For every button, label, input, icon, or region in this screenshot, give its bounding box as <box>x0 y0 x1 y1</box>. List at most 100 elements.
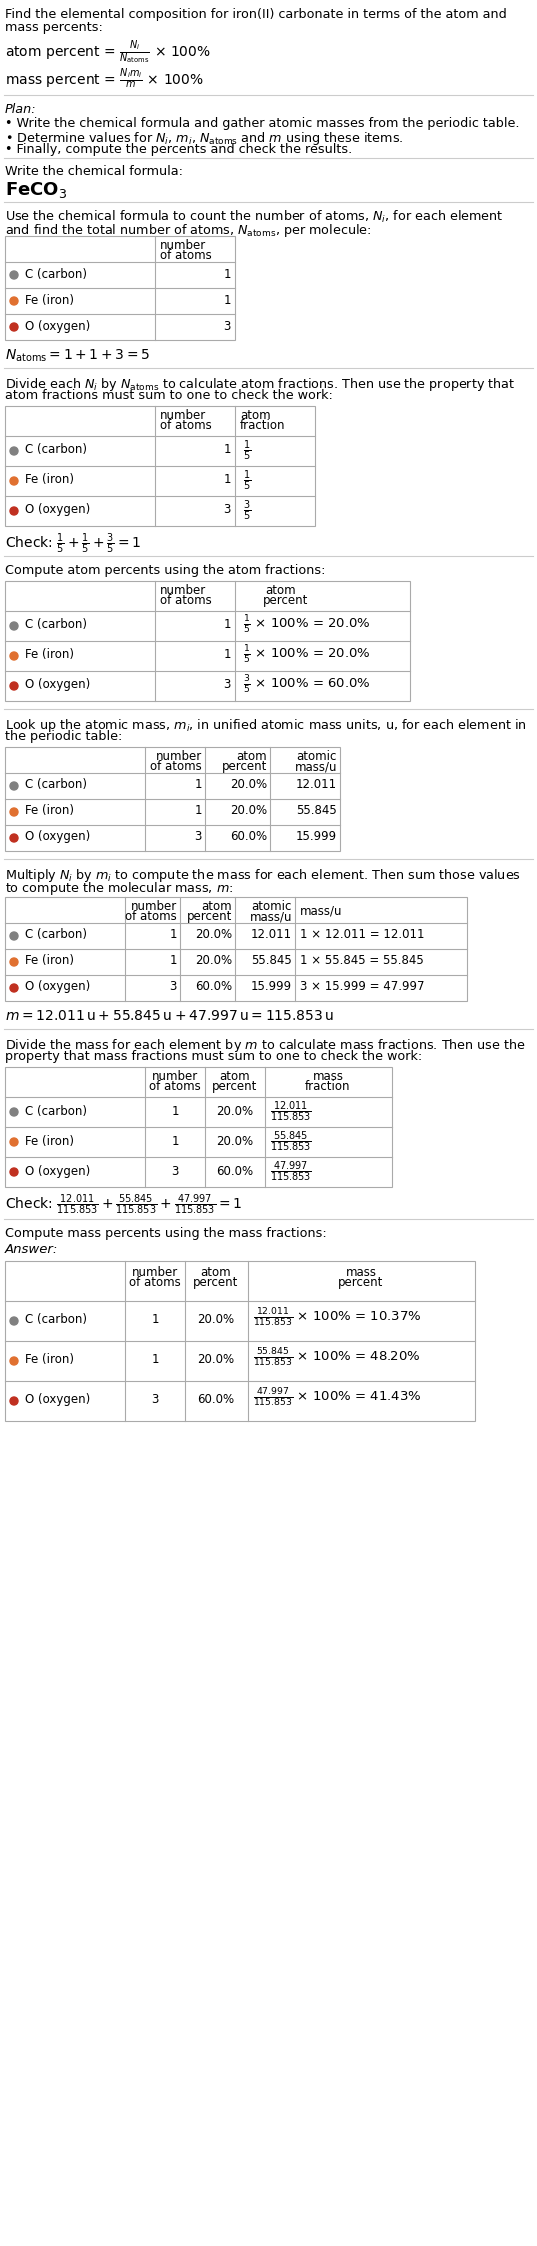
Text: $\frac{12.011}{115.853}$ × 100% = 10.37%: $\frac{12.011}{115.853}$ × 100% = 10.37% <box>253 1307 422 1330</box>
Circle shape <box>10 476 18 485</box>
Text: Divide each $N_i$ by $N_{\mathrm{atoms}}$ to calculate atom fractions. Then use : Divide each $N_i$ by $N_{\mathrm{atoms}}… <box>5 375 516 393</box>
Circle shape <box>10 272 18 279</box>
Text: Plan:: Plan: <box>5 103 37 117</box>
Text: 12.011: 12.011 <box>251 928 292 941</box>
Text: of atoms: of atoms <box>149 1080 201 1094</box>
Text: C (carbon): C (carbon) <box>25 442 87 456</box>
Text: O (oxygen): O (oxygen) <box>25 1393 90 1406</box>
Circle shape <box>10 323 18 330</box>
Text: number: number <box>160 409 206 422</box>
Text: 1: 1 <box>171 1134 179 1148</box>
Text: 1 × 12.011 = 12.011: 1 × 12.011 = 12.011 <box>300 928 425 941</box>
Circle shape <box>10 1139 18 1145</box>
Text: 60.0%: 60.0% <box>198 1393 235 1406</box>
Text: number: number <box>156 750 202 764</box>
Text: mass: mass <box>313 1069 344 1083</box>
Text: number: number <box>132 1267 178 1278</box>
Text: 1: 1 <box>223 618 231 631</box>
Text: 1: 1 <box>151 1352 159 1366</box>
Text: 20.0%: 20.0% <box>230 804 267 818</box>
Text: $\frac{47.997}{115.853}$ × 100% = 41.43%: $\frac{47.997}{115.853}$ × 100% = 41.43% <box>253 1388 422 1408</box>
Text: O (oxygen): O (oxygen) <box>25 1166 90 1177</box>
Text: 1: 1 <box>170 928 177 941</box>
Circle shape <box>10 1357 18 1366</box>
Circle shape <box>10 651 18 660</box>
Text: Answer:: Answer: <box>5 1242 59 1256</box>
Text: percent: percent <box>338 1276 384 1289</box>
Text: 3: 3 <box>171 1166 179 1177</box>
Circle shape <box>10 508 18 514</box>
Text: atomic: atomic <box>296 750 337 764</box>
Text: 3: 3 <box>194 831 202 842</box>
Text: to compute the molecular mass, $m$:: to compute the molecular mass, $m$: <box>5 880 234 896</box>
Text: 1: 1 <box>151 1314 159 1325</box>
Text: Compute mass percents using the mass fractions:: Compute mass percents using the mass fra… <box>5 1226 326 1240</box>
Text: 3 × 15.999 = 47.997: 3 × 15.999 = 47.997 <box>300 979 425 993</box>
Text: of atoms: of atoms <box>160 249 212 263</box>
Circle shape <box>10 622 18 629</box>
Text: C (carbon): C (carbon) <box>25 928 87 941</box>
Text: Fe (iron): Fe (iron) <box>25 649 74 660</box>
Text: $\frac{1}{5}$: $\frac{1}{5}$ <box>243 438 251 463</box>
Text: O (oxygen): O (oxygen) <box>25 678 90 692</box>
Text: 15.999: 15.999 <box>296 831 337 842</box>
Text: 20.0%: 20.0% <box>216 1134 253 1148</box>
Text: 3: 3 <box>223 678 231 692</box>
Text: 20.0%: 20.0% <box>198 1352 235 1366</box>
Text: • Finally, compute the percents and check the results.: • Finally, compute the percents and chec… <box>5 144 352 155</box>
Text: 1: 1 <box>223 474 231 485</box>
Text: number: number <box>160 238 206 252</box>
Text: atom: atom <box>236 750 267 764</box>
Text: fraction: fraction <box>305 1080 351 1094</box>
Text: Fe (iron): Fe (iron) <box>25 955 74 968</box>
Text: of atoms: of atoms <box>160 420 212 431</box>
Text: of atoms: of atoms <box>160 593 212 606</box>
Circle shape <box>10 959 18 966</box>
Text: 1: 1 <box>194 777 202 791</box>
Bar <box>5 407 315 526</box>
Text: O (oxygen): O (oxygen) <box>25 831 90 842</box>
Text: Write the chemical formula:: Write the chemical formula: <box>5 164 183 177</box>
Text: • Write the chemical formula and gather atomic masses from the periodic table.: • Write the chemical formula and gather … <box>5 117 519 130</box>
Text: 60.0%: 60.0% <box>195 979 232 993</box>
Text: mass/u: mass/u <box>250 910 292 923</box>
Circle shape <box>10 833 18 842</box>
Text: percent: percent <box>193 1276 238 1289</box>
Text: percent: percent <box>263 593 308 606</box>
Text: $\frac{55.845}{115.853}$: $\frac{55.845}{115.853}$ <box>270 1130 312 1154</box>
Circle shape <box>10 1168 18 1177</box>
Text: number: number <box>160 584 206 597</box>
Text: and find the total number of atoms, $N_{\mathrm{atoms}}$, per molecule:: and find the total number of atoms, $N_{… <box>5 222 372 238</box>
Text: atom: atom <box>265 584 296 597</box>
Text: 55.845: 55.845 <box>296 804 337 818</box>
Text: FeCO$_3$: FeCO$_3$ <box>5 180 67 200</box>
Text: Fe (iron): Fe (iron) <box>25 1352 74 1366</box>
Text: mass percent = $\frac{N_i m_i}{m}$ × 100%: mass percent = $\frac{N_i m_i}{m}$ × 100… <box>5 65 204 90</box>
Text: C (carbon): C (carbon) <box>25 1314 87 1325</box>
Text: of atoms: of atoms <box>125 910 177 923</box>
Text: fraction: fraction <box>240 420 286 431</box>
Text: atom: atom <box>201 1267 231 1278</box>
Circle shape <box>10 1107 18 1116</box>
Text: 60.0%: 60.0% <box>230 831 267 842</box>
Text: 20.0%: 20.0% <box>198 1314 235 1325</box>
Text: 55.845: 55.845 <box>251 955 292 968</box>
Circle shape <box>10 1316 18 1325</box>
Bar <box>5 896 467 1002</box>
Text: Check: $\frac{12.011}{115.853} + \frac{55.845}{115.853} + \frac{47.997}{115.853}: Check: $\frac{12.011}{115.853} + \frac{5… <box>5 1193 242 1217</box>
Text: percent: percent <box>212 1080 258 1094</box>
Bar <box>5 1067 392 1186</box>
Text: of atoms: of atoms <box>150 759 202 773</box>
Text: 60.0%: 60.0% <box>216 1166 253 1177</box>
Text: 1: 1 <box>194 804 202 818</box>
Text: 15.999: 15.999 <box>251 979 292 993</box>
Text: O (oxygen): O (oxygen) <box>25 503 90 517</box>
Text: Compute atom percents using the atom fractions:: Compute atom percents using the atom fra… <box>5 564 325 577</box>
Text: 3: 3 <box>151 1393 159 1406</box>
Circle shape <box>10 296 18 305</box>
Text: 1: 1 <box>223 649 231 660</box>
Text: 1: 1 <box>171 1105 179 1119</box>
Text: O (oxygen): O (oxygen) <box>25 319 90 332</box>
Text: Fe (iron): Fe (iron) <box>25 1134 74 1148</box>
Bar <box>5 748 340 851</box>
